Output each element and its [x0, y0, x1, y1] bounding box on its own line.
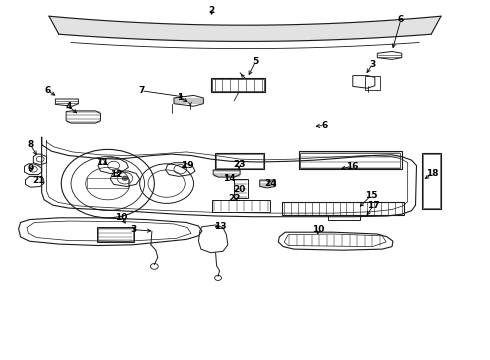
- Text: 6: 6: [321, 121, 327, 130]
- Bar: [216, 154, 263, 168]
- Text: 12: 12: [110, 170, 123, 179]
- Text: 15: 15: [365, 191, 378, 199]
- Text: 3: 3: [130, 225, 136, 234]
- Bar: [215, 153, 264, 169]
- Bar: [282, 202, 404, 215]
- Text: 22: 22: [228, 194, 241, 203]
- Bar: [328, 215, 360, 220]
- Text: 18: 18: [426, 169, 439, 178]
- Circle shape: [122, 176, 128, 180]
- Text: 13: 13: [214, 222, 227, 231]
- Text: 8: 8: [27, 140, 33, 149]
- Bar: [212, 79, 264, 91]
- Text: 1: 1: [177, 93, 183, 102]
- Text: 4: 4: [65, 102, 72, 111]
- Text: 6: 6: [45, 86, 51, 95]
- Bar: [211, 78, 265, 92]
- Polygon shape: [49, 16, 441, 41]
- Bar: [365, 76, 380, 90]
- Bar: [423, 154, 440, 208]
- Bar: [300, 153, 400, 168]
- Text: 24: 24: [264, 179, 277, 188]
- Text: 5: 5: [253, 57, 259, 66]
- Text: 9: 9: [27, 164, 34, 173]
- Bar: [234, 179, 248, 198]
- Text: 17: 17: [367, 201, 380, 210]
- Bar: [212, 200, 270, 212]
- Text: 6: 6: [398, 15, 404, 24]
- Bar: [299, 151, 402, 169]
- Text: 14: 14: [223, 174, 236, 183]
- Bar: [422, 153, 441, 209]
- Text: 2: 2: [209, 6, 215, 15]
- Bar: [98, 228, 133, 241]
- Text: 21: 21: [32, 176, 45, 185]
- Text: 7: 7: [138, 86, 145, 95]
- Text: 20: 20: [233, 185, 245, 194]
- Bar: [87, 178, 128, 188]
- Text: 23: 23: [233, 161, 245, 170]
- Text: 10: 10: [115, 213, 128, 222]
- Text: 10: 10: [312, 225, 325, 234]
- Bar: [97, 227, 134, 242]
- Text: 11: 11: [96, 158, 108, 166]
- Text: 3: 3: [369, 60, 375, 69]
- Text: 19: 19: [181, 161, 194, 170]
- Text: 16: 16: [345, 162, 358, 171]
